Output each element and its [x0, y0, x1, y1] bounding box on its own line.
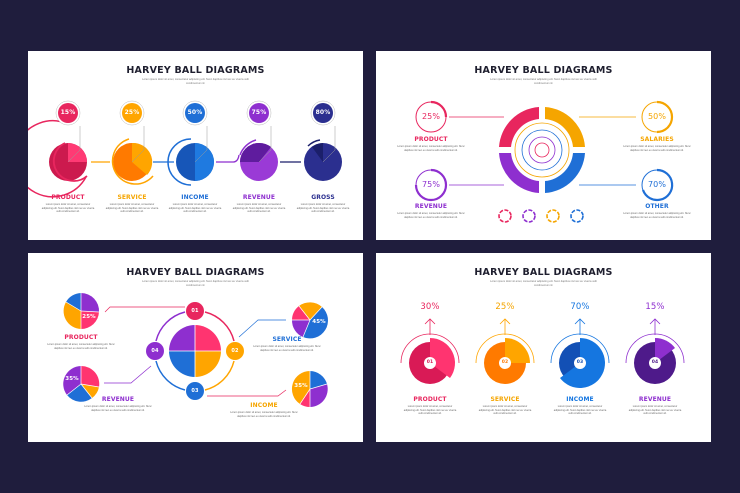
pie-revenue — [63, 365, 100, 402]
pie-income — [291, 370, 328, 408]
slide-quad-hub[interactable]: HARVEY BALL DIAGRAMS Lorem ipsum dolor s… — [28, 253, 363, 442]
timeline-graphic — [28, 100, 342, 198]
percent-ring-salaries — [641, 100, 674, 134]
item-description: Lorem ipsum dolor sit amet, consectetur … — [628, 405, 682, 416]
item-description: Lorem ipsum dolor sit amet, consectetur … — [105, 203, 159, 214]
value-income: 70% — [570, 302, 590, 312]
quad-hub-graphic — [63, 292, 329, 408]
value-product: 30% — [420, 302, 440, 312]
harvey-ball-income — [550, 318, 610, 388]
arrow-balls-graphic — [400, 318, 685, 388]
item-description: Lorem ipsum dolor sit amet, consectetur … — [47, 343, 115, 350]
value-badge-income: 50% — [187, 109, 203, 116]
harvey-ball-income — [167, 100, 214, 186]
ball-number-02: 02 — [501, 360, 509, 365]
ball-number-04: 04 — [651, 360, 659, 365]
hub-node-03-label: 03 — [191, 388, 199, 394]
value-revenue: 75% — [421, 180, 441, 189]
item-label-revenue: REVENUE — [242, 194, 276, 201]
item-label-product: PRODUCT — [51, 194, 85, 201]
value-badge-revenue: 75% — [251, 109, 267, 116]
item-description: Lorem ipsum dolor sit amet, consectetur … — [478, 405, 532, 416]
value-service: 25% — [495, 302, 515, 312]
item-description: Lorem ipsum dolor sit amet, consectetur … — [623, 145, 691, 152]
item-label-income: INCOME — [181, 194, 209, 201]
item-label-revenue: REVENUE — [414, 203, 448, 210]
item-description: Lorem ipsum dolor sit amet, consectetur … — [403, 405, 457, 416]
item-label-product: PRODUCT — [414, 136, 448, 143]
slide-subtitle: Lorem ipsum dolor sit amet, consectetur … — [490, 280, 597, 287]
item-description: Lorem ipsum dolor sit amet, consectetur … — [397, 145, 465, 152]
item-description: Lorem ipsum dolor sit amet, consectetur … — [232, 203, 286, 214]
hub-node-03 — [186, 382, 204, 400]
harvey-ball-service — [475, 318, 535, 384]
item-label-income: INCOME — [250, 402, 278, 409]
hub-node-02-label: 02 — [231, 348, 239, 354]
percent-ring-other — [641, 168, 674, 202]
quadrant-ring — [499, 107, 585, 193]
item-description: Lorem ipsum dolor sit amet, consectetur … — [397, 212, 465, 219]
value-product: 25% — [421, 112, 441, 121]
pie-service — [291, 302, 329, 339]
slide-subtitle: Lorem ipsum dolor sit amet, consectetur … — [490, 78, 597, 85]
item-description: Lorem ipsum dolor sit amet, consectetur … — [230, 411, 298, 418]
ball-number-03: 03 — [576, 360, 584, 365]
item-description: Lorem ipsum dolor sit amet, consectetur … — [41, 203, 95, 214]
item-label-other: OTHER — [645, 203, 669, 210]
harvey-ball-product — [28, 100, 88, 198]
item-label-salaries: SALARIES — [640, 136, 674, 143]
item-description: Lorem ipsum dolor sit amet, consectetur … — [296, 203, 350, 214]
pie-value-product: 25% — [82, 314, 96, 320]
pie-value-service: 45% — [312, 319, 326, 325]
percent-ring-product — [415, 100, 448, 133]
hub-node-01 — [186, 302, 204, 320]
item-label-product: PRODUCT — [64, 334, 98, 341]
slide-subtitle: Lorem ipsum dolor sit amet, consectetur … — [142, 78, 249, 85]
harvey-ball-revenue — [239, 100, 278, 181]
item-description: Lorem ipsum dolor sit amet, consectetur … — [168, 203, 222, 214]
slide-subtitle: Lorem ipsum dolor sit amet, consectetur … — [142, 280, 249, 287]
value-badge-product: 15% — [60, 109, 76, 116]
pie-value-revenue: 35% — [65, 376, 79, 382]
slide-title: HARVEY BALL DIAGRAMS — [126, 65, 265, 76]
item-label-revenue: REVENUE — [638, 396, 672, 403]
center-ring-graphic — [414, 100, 674, 223]
percent-ring-revenue — [414, 168, 448, 202]
harvey-ball-product — [400, 318, 460, 384]
slide-horizontal-timeline[interactable]: HARVEY BALL DIAGRAMS Lorem ipsum dolor s… — [28, 51, 363, 240]
item-label-income: INCOME — [566, 396, 594, 403]
item-label-service: SERVICE — [490, 396, 520, 403]
item-label-revenue: REVENUE — [101, 396, 135, 403]
item-label-service: SERVICE — [117, 194, 147, 201]
item-label-service: SERVICE — [272, 336, 302, 343]
value-badge-gross: 80% — [315, 109, 331, 116]
value-revenue: 15% — [645, 302, 665, 312]
item-label-product: PRODUCT — [413, 396, 447, 403]
item-description: Lorem ipsum dolor sit amet, consectetur … — [253, 345, 321, 352]
item-description: Lorem ipsum dolor sit amet, consectetur … — [553, 405, 607, 416]
slide-arrow-balls[interactable]: HARVEY BALL DIAGRAMS Lorem ipsum dolor s… — [376, 253, 711, 442]
ball-number-01: 01 — [426, 360, 434, 365]
value-badge-service: 25% — [124, 109, 140, 116]
harvey-ball-service — [111, 100, 154, 185]
pie-value-income: 35% — [294, 383, 308, 389]
value-other: 70% — [647, 180, 667, 189]
harvey-ball-revenue — [625, 318, 685, 384]
item-description: Lorem ipsum dolor sit amet, consectetur … — [84, 405, 152, 412]
slide-title: HARVEY BALL DIAGRAMS — [126, 267, 265, 278]
hub-node-04 — [146, 342, 164, 360]
harvey-ball-gross — [304, 100, 342, 181]
mini-rings — [498, 209, 584, 223]
item-description: Lorem ipsum dolor sit amet, consectetur … — [623, 212, 691, 219]
value-salaries: 50% — [647, 112, 667, 121]
item-label-gross: GROSS — [311, 194, 335, 201]
slide-title: HARVEY BALL DIAGRAMS — [474, 267, 613, 278]
slide-title: HARVEY BALL DIAGRAMS — [474, 65, 613, 76]
hub-node-02 — [226, 342, 244, 360]
hub-node-01-label: 01 — [191, 308, 199, 314]
pie-product — [63, 292, 100, 330]
slide-center-ring[interactable]: HARVEY BALL DIAGRAMS Lorem ipsum dolor s… — [376, 51, 711, 240]
hub-node-04-label: 04 — [151, 348, 159, 354]
